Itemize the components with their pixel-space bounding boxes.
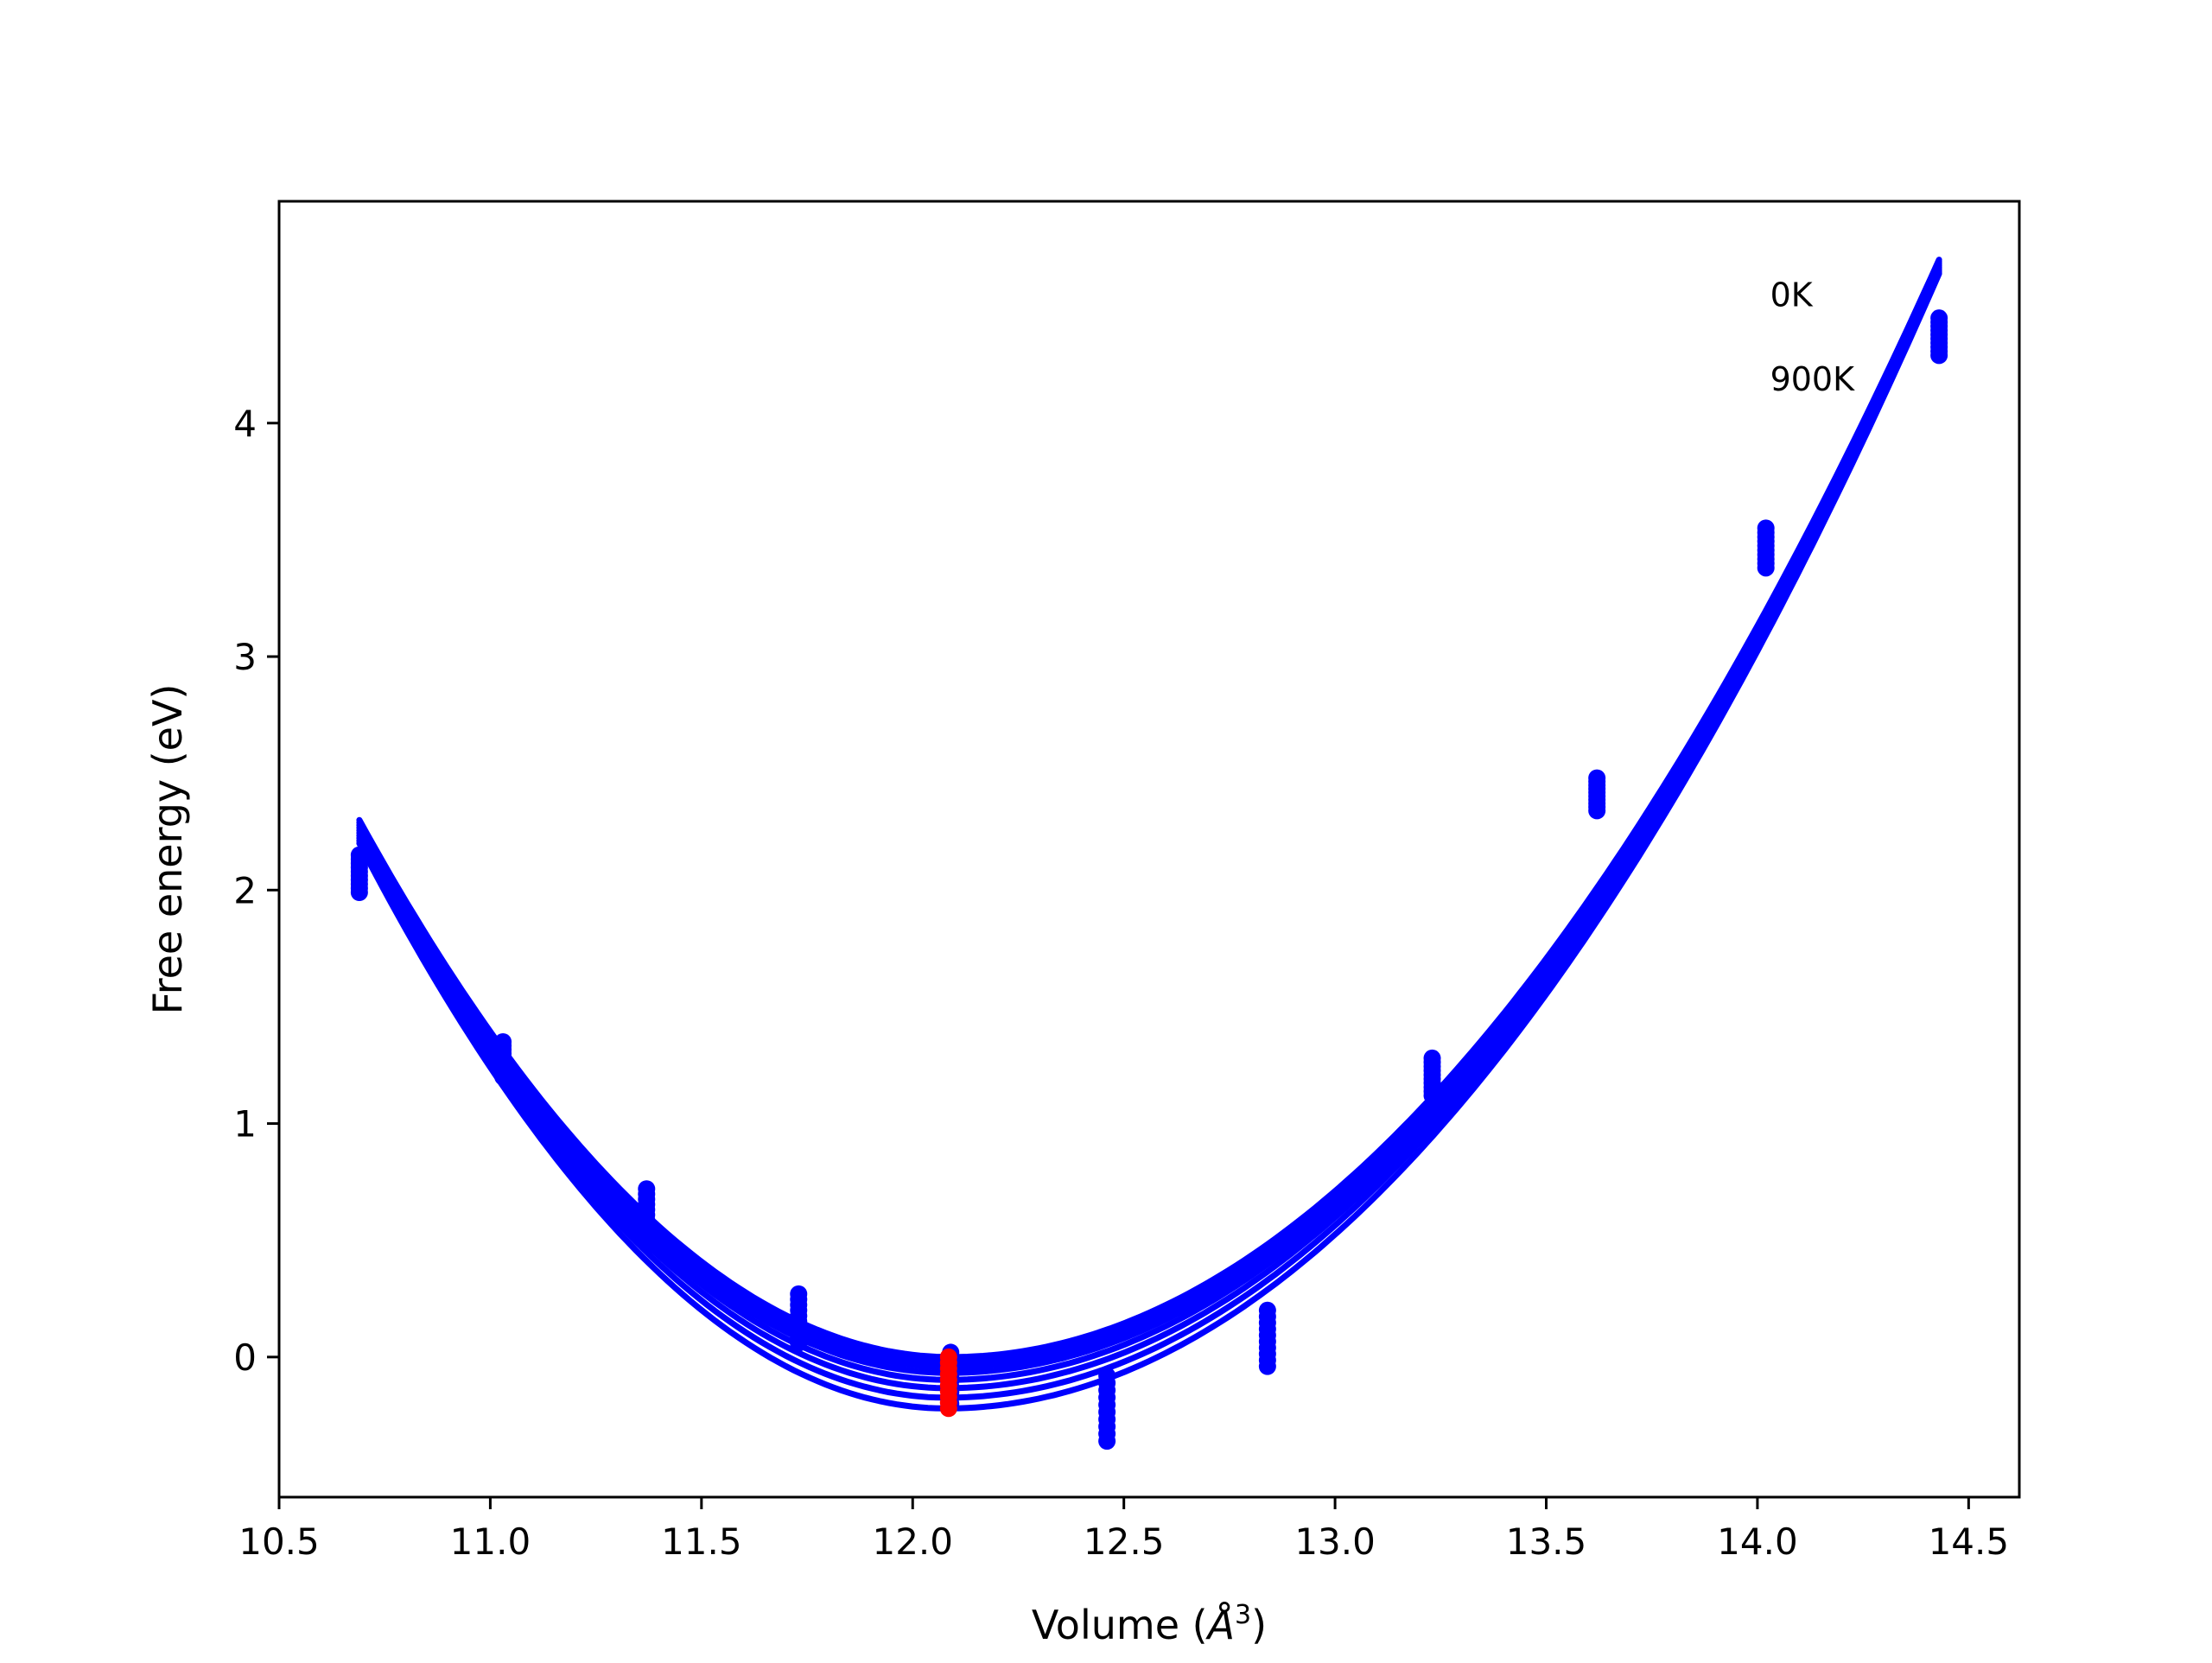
x-tick-label: 10.5	[238, 1520, 320, 1563]
fit-curve	[356, 270, 1942, 1412]
x-tick-label: 14.5	[1929, 1520, 2010, 1563]
data-point	[350, 884, 368, 901]
x-tick-label: 12.5	[1084, 1520, 1165, 1563]
y-tick-label: 2	[233, 869, 257, 911]
equilibrium-point	[939, 1400, 957, 1418]
x-tick-label: 13.5	[1506, 1520, 1587, 1563]
y-tick-label: 0	[233, 1336, 257, 1379]
x-tick-label: 11.0	[450, 1520, 531, 1563]
y-axis-label: Free energy (eV)	[144, 684, 191, 1015]
fit-curve	[356, 267, 1942, 1392]
data-point	[1588, 802, 1606, 820]
data-points	[350, 309, 1948, 1450]
x-axis-ticks: 10.5 11.0 11.5 12.0 12.5 13.0 13.5 14.0 14.5	[238, 1497, 2009, 1563]
data-point	[1930, 346, 1948, 365]
data-point	[1258, 1357, 1276, 1375]
plot-frame	[277, 200, 2021, 1499]
x-axis-label: Volume (Å3)	[1032, 1600, 1267, 1648]
fit-curve	[356, 269, 1942, 1401]
temperature-annotation: 0K	[1770, 276, 1814, 314]
data-point	[1757, 559, 1775, 577]
annotations: 0K 900K	[1770, 276, 1856, 398]
y-tick-label: 4	[233, 403, 257, 445]
data-point	[494, 1068, 512, 1086]
data-point	[790, 1334, 808, 1352]
y-tick-label: 3	[233, 636, 257, 678]
fit-curve	[356, 265, 1942, 1383]
x-tick-label: 11.5	[661, 1520, 742, 1563]
data-point	[1098, 1432, 1116, 1450]
x-tick-label: 12.0	[872, 1520, 953, 1563]
fit-curves	[356, 257, 1942, 1412]
equilibrium-markers	[939, 1348, 957, 1418]
x-tick-label: 13.0	[1294, 1520, 1376, 1563]
data-point	[1423, 1087, 1441, 1105]
data-point	[638, 1227, 656, 1245]
temperature-annotation: 900K	[1770, 360, 1856, 398]
y-tick-label: 1	[233, 1103, 257, 1146]
y-axis-ticks: 0 1 2 3 4	[233, 403, 279, 1379]
x-tick-label: 14.0	[1717, 1520, 1798, 1563]
